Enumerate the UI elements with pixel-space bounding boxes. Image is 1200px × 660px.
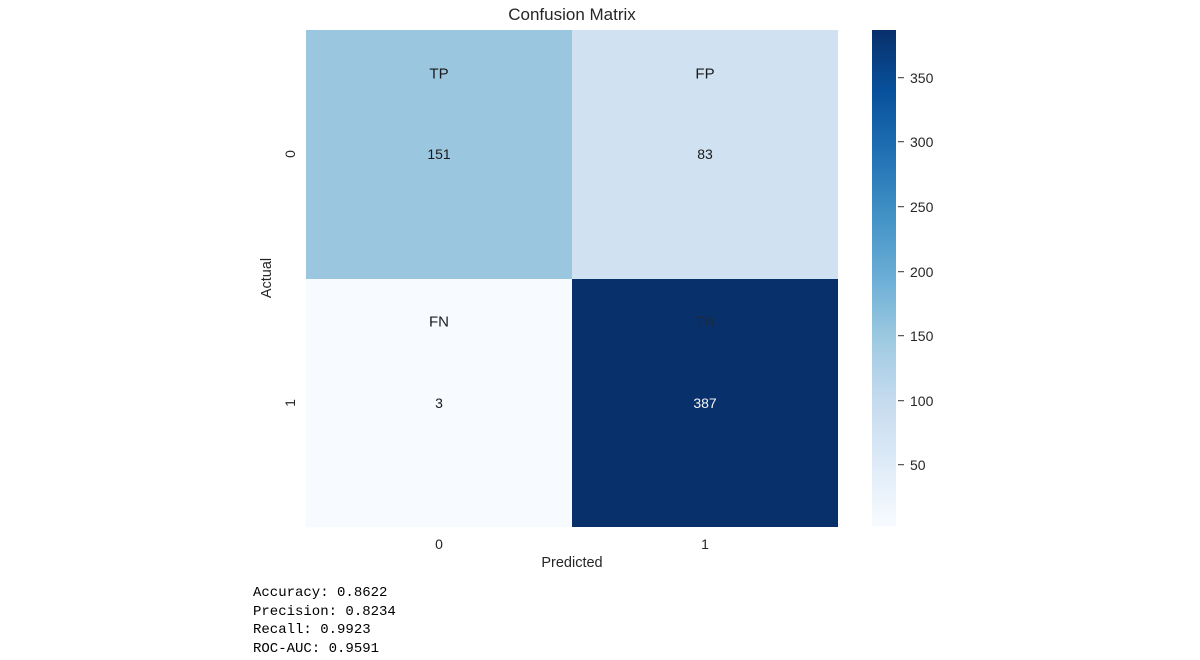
- colorbar-tick-mark-350: [898, 76, 904, 78]
- metrics-text-block: Accuracy: 0.8622 Precision: 0.8234 Recall:…: [253, 584, 396, 658]
- metric-line-2: Recall: 0.9923: [253, 622, 371, 638]
- cell-tp-label: TP: [429, 65, 449, 83]
- cell-tp-value: 151: [427, 146, 451, 163]
- colorbar-tick-label-250: 250: [910, 198, 934, 215]
- colorbar-tick-mark-250: [898, 206, 904, 208]
- cell-tn-value: 387: [693, 394, 717, 411]
- metric-line-0: Accuracy: 0.8622: [253, 585, 388, 601]
- y-tick-label-1: 1: [282, 398, 298, 407]
- chart-title: Confusion Matrix: [508, 5, 636, 24]
- cell-tn: TN 387: [572, 278, 838, 527]
- cell-fn: FN 3: [306, 278, 572, 527]
- colorbar: 50 100 150 200 250 300 350: [872, 30, 933, 526]
- colorbar-tick-mark-100: [898, 399, 904, 401]
- colorbar-tick-label-150: 150: [910, 328, 934, 345]
- colorbar-tick-mark-300: [898, 141, 904, 143]
- heatmap-grid: TP 151 FP 83 FN 3 TN 387: [306, 30, 838, 527]
- colorbar-tick-mark-50: [898, 464, 904, 466]
- colorbar-tick-label-300: 300: [910, 134, 934, 151]
- colorbar-tick-label-50: 50: [910, 457, 926, 474]
- x-axis-label: Predicted: [541, 555, 603, 571]
- cell-fp: FP 83: [572, 30, 838, 279]
- colorbar-tick-label-350: 350: [910, 69, 934, 86]
- cell-fp-label: FP: [695, 65, 715, 83]
- colorbar-tick-mark-200: [898, 270, 904, 272]
- cell-tp: TP 151: [306, 30, 572, 279]
- colorbar-gradient: [872, 30, 896, 526]
- cell-fn-value: 3: [435, 394, 443, 411]
- x-tick-label-0: 0: [435, 536, 443, 552]
- x-tick-label-1: 1: [701, 536, 709, 552]
- y-axis-label: Actual: [259, 257, 275, 299]
- colorbar-tick-label-200: 200: [910, 263, 934, 280]
- metric-line-1: Precision: 0.8234: [253, 603, 396, 620]
- colorbar-tick-label-100: 100: [910, 392, 934, 409]
- y-tick-label-0: 0: [282, 150, 298, 159]
- metric-line-3: ROC-AUC: 0.9591: [253, 640, 380, 657]
- cell-fp-value: 83: [697, 146, 713, 163]
- colorbar-tick-mark-150: [898, 335, 904, 337]
- cell-tn-label: TN: [695, 313, 715, 331]
- cell-fn-label: FN: [429, 313, 449, 331]
